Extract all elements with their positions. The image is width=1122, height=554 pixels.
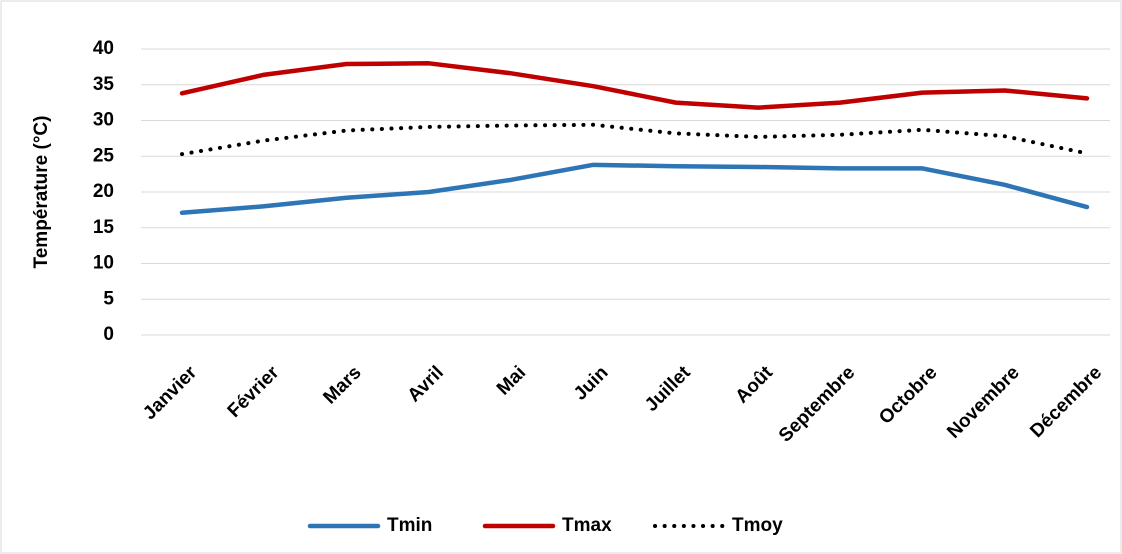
y-tick-label: 10 (93, 253, 114, 274)
y-tick-label: 0 (103, 324, 114, 345)
y-tick-label: 20 (93, 181, 114, 202)
y-tick-label: 15 (93, 217, 115, 238)
series-line (179, 61, 1090, 110)
y-tick-label: 30 (93, 110, 114, 131)
legend-label: Tmax (562, 515, 612, 536)
y-tick-label: 25 (93, 145, 115, 166)
series-line (179, 162, 1090, 215)
legend-label: Tmoy (732, 515, 783, 536)
legend-label: Tmin (387, 515, 432, 536)
y-tick-label: 35 (93, 74, 115, 95)
y-tick-label: 5 (103, 288, 114, 309)
y-tick-label: 40 (93, 38, 114, 59)
series-line (180, 122, 1089, 157)
y-axis-label: Température (°C) (31, 116, 52, 269)
